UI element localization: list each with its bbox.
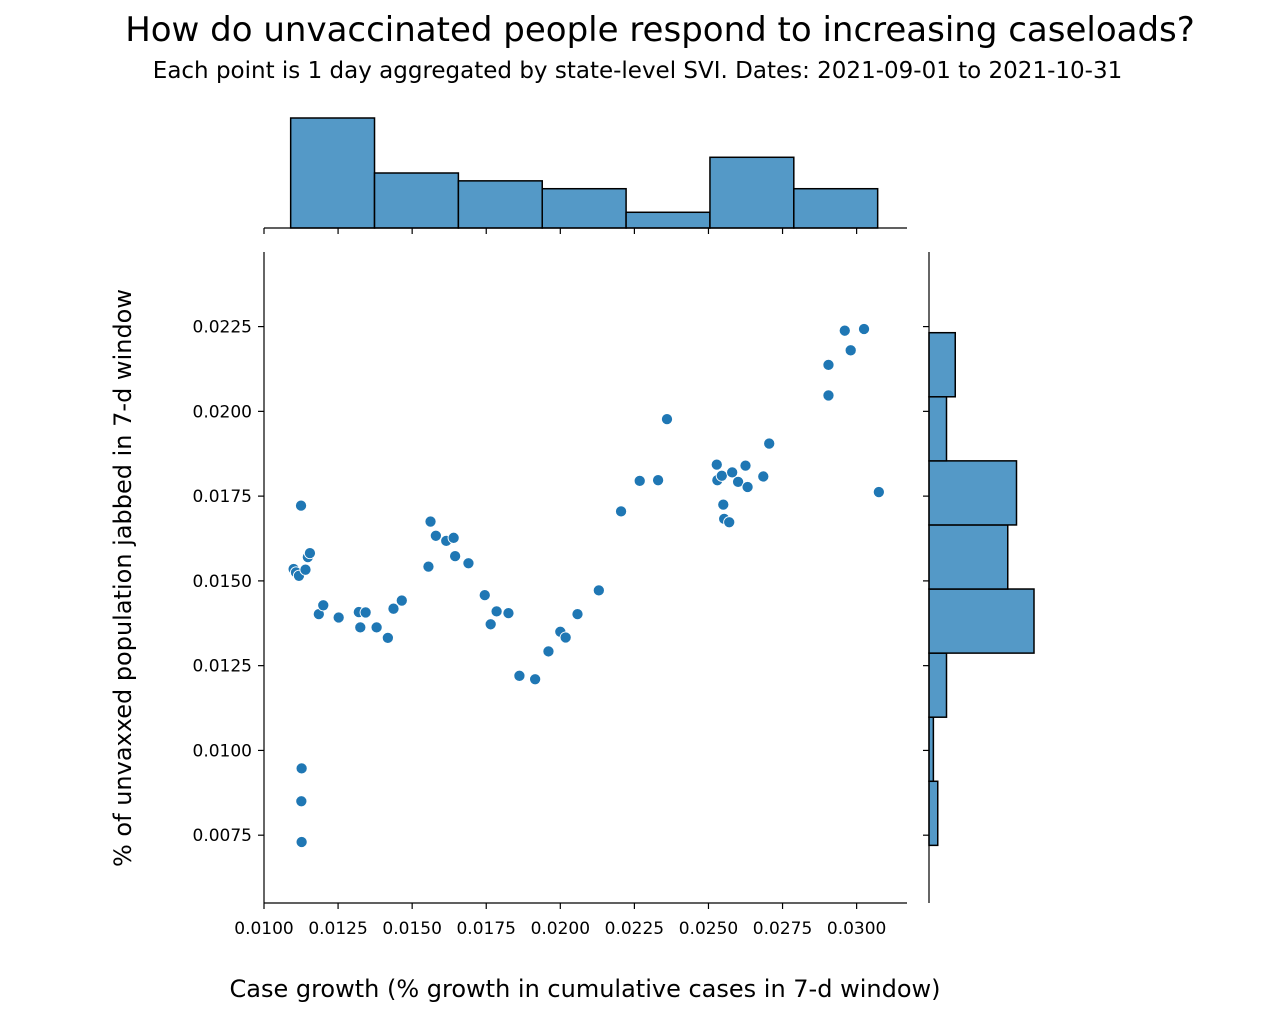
y-tick-label: 0.0200 <box>193 402 252 422</box>
scatter-points <box>287 322 885 849</box>
x-tick-label: 0.0200 <box>531 919 590 939</box>
scatter-point <box>857 322 871 336</box>
y-tick-label: 0.0150 <box>193 572 252 592</box>
x-tick-label: 0.0150 <box>382 919 441 939</box>
scatter-point <box>295 762 308 775</box>
x-histogram-bar <box>457 180 543 229</box>
scatter-point <box>294 499 308 512</box>
scatter-point <box>592 584 605 597</box>
y-marginal-histogram <box>923 252 1035 903</box>
y-histogram-bar <box>928 524 1009 590</box>
scatter-point <box>359 606 372 619</box>
scatter-point <box>449 550 462 563</box>
scatter-point <box>822 358 835 371</box>
scatter-point <box>739 459 752 472</box>
x-histogram-bar <box>373 172 460 229</box>
y-histogram-bar <box>928 588 1035 654</box>
y-tick-label: 0.0225 <box>193 318 252 338</box>
scatter-point <box>317 599 330 612</box>
scatter-point <box>490 605 503 618</box>
scatter-point <box>447 531 460 544</box>
scatter-point <box>652 474 665 487</box>
scatter-point <box>478 589 491 602</box>
scatter-point <box>559 631 572 644</box>
x-histogram-bar <box>541 187 627 229</box>
scatter-point <box>723 516 736 529</box>
scatter-point <box>710 458 723 471</box>
chart-subtitle: Each point is 1 day aggregated by state-… <box>152 58 1123 84</box>
y-tick-label: 0.0075 <box>193 826 252 846</box>
scatter-point <box>299 563 312 576</box>
chart-title: How do unvaccinated people respond to in… <box>125 10 1195 50</box>
scatter-point <box>295 835 308 849</box>
x-axis-label: Case growth (% growth in cumulative case… <box>229 975 940 1003</box>
scatter-point <box>633 474 646 487</box>
y-tick-label: 0.0125 <box>193 657 252 677</box>
scatter-point <box>354 621 367 634</box>
scatter-point <box>571 608 584 621</box>
y-tick-label: 0.0100 <box>193 741 252 761</box>
scatter-point <box>529 673 542 686</box>
x-histogram-bar <box>289 117 376 229</box>
x-tick-label: 0.0225 <box>605 919 664 939</box>
y-histogram-bar <box>928 331 956 398</box>
scatter-point <box>395 594 408 607</box>
scatter-point <box>332 611 345 624</box>
y-histogram-bar <box>928 460 1018 526</box>
scatter-point <box>484 618 497 631</box>
scatter-point <box>615 505 628 518</box>
scatter-point <box>717 498 730 511</box>
y-histogram-bar <box>928 716 935 783</box>
y-tick-label: 0.0175 <box>193 487 252 507</box>
scatter-point <box>732 475 745 488</box>
x-tick-label: 0.0275 <box>753 919 812 939</box>
x-tick-label: 0.0100 <box>234 919 293 939</box>
y-histogram-bar <box>928 652 948 718</box>
scatter-point <box>387 602 400 615</box>
scatter-point <box>424 515 437 528</box>
scatter-point <box>370 621 383 634</box>
scatter-point <box>422 560 435 573</box>
y-histogram-bar <box>928 780 939 847</box>
x-tick-label: 0.0300 <box>827 919 886 939</box>
x-marginal-histogram <box>263 117 907 234</box>
scatter-point <box>502 607 515 620</box>
x-tick-label: 0.0250 <box>679 919 738 939</box>
y-histogram-bar <box>928 396 948 462</box>
scatter-point <box>513 669 526 682</box>
x-histogram-bar <box>625 211 711 229</box>
y-axis-label: % of unvaxxed population jabbed in 7-d w… <box>109 289 137 867</box>
scatter-point <box>844 344 857 357</box>
scatter-point <box>757 470 770 483</box>
scatter-point <box>838 324 851 337</box>
x-histogram-bar <box>709 156 795 229</box>
scatter-point <box>872 486 885 499</box>
scatter-point <box>295 795 308 808</box>
x-tick-label: 0.0125 <box>308 919 367 939</box>
scatter-point <box>303 547 316 560</box>
scatter-point <box>429 529 442 542</box>
x-histogram-bar <box>793 187 879 229</box>
scatter-point <box>726 466 739 479</box>
scatter-point <box>822 389 835 402</box>
scatter-point <box>462 557 475 570</box>
x-tick-label: 0.0175 <box>456 919 515 939</box>
scatter-point <box>715 469 728 482</box>
scatter-point <box>763 437 776 450</box>
scatter-point <box>381 631 394 644</box>
scatter-point <box>542 645 555 658</box>
scatter-point <box>660 413 674 426</box>
scatter-point <box>741 480 754 494</box>
scatter-axes: 0.0100 0.0125 0.0150 0.0175 0.0200 0.0225 0.02… <box>193 252 907 939</box>
